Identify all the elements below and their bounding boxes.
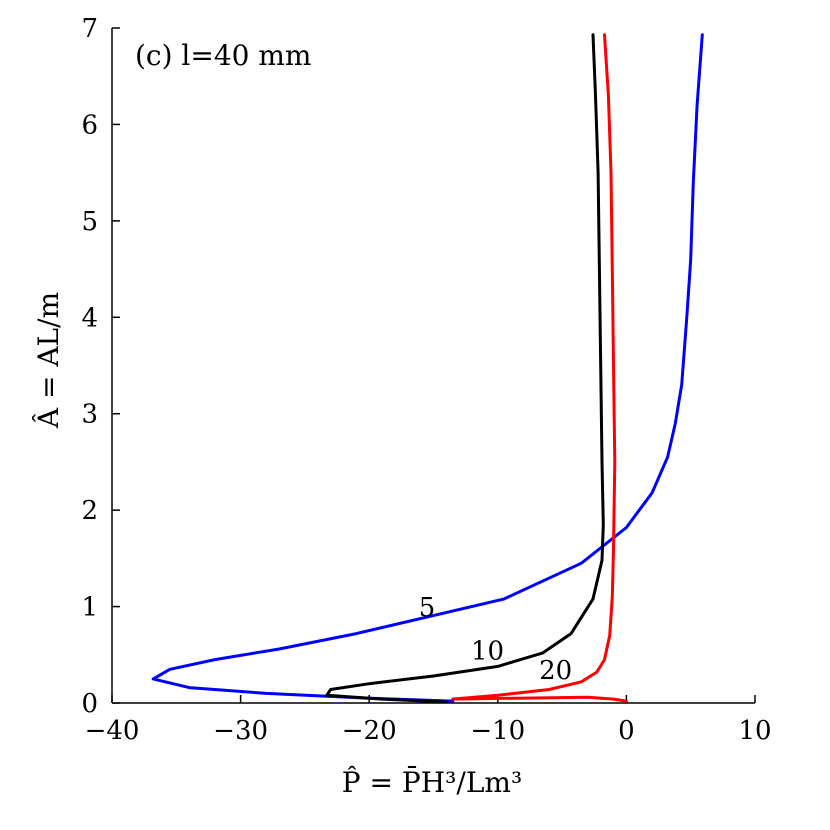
y-axis-ticks: 0 1 2 3 4 5 6 7 <box>81 14 120 719</box>
y-tick-label: 2 <box>81 496 98 526</box>
x-tick-label: 10 <box>738 716 771 746</box>
y-axis-label: Â = AL/m <box>32 292 65 429</box>
series-line-20 <box>451 33 628 703</box>
y-tick-label: 4 <box>81 303 98 333</box>
y-tick-label: 5 <box>81 207 98 237</box>
series-label-10: 10 <box>471 637 504 667</box>
y-tick-label: 6 <box>81 110 98 140</box>
panel-annotation: (c) l=40 mm <box>135 39 311 72</box>
series-label-5: 5 <box>419 593 436 623</box>
x-tick-label: −20 <box>342 716 397 746</box>
series-line-5 <box>151 33 704 703</box>
x-tick-label: −40 <box>85 716 140 746</box>
x-axis-label: P̂ = P̄H³/Lm³ <box>342 765 522 799</box>
series-line-10 <box>325 33 605 704</box>
series-label-20: 20 <box>539 656 572 686</box>
y-tick-label: 1 <box>81 593 98 623</box>
series-group <box>151 33 704 704</box>
y-tick-label: 7 <box>81 14 98 44</box>
series-labels: 5 10 20 <box>419 593 572 686</box>
x-axis-ticks: −40 −30 −20 −10 0 10 <box>85 695 772 746</box>
y-tick-label: 3 <box>81 400 98 430</box>
x-tick-label: −30 <box>213 716 268 746</box>
y-tick-label: 0 <box>81 689 98 719</box>
x-tick-label: 0 <box>618 716 635 746</box>
x-tick-label: −10 <box>470 716 525 746</box>
axes <box>111 28 755 704</box>
